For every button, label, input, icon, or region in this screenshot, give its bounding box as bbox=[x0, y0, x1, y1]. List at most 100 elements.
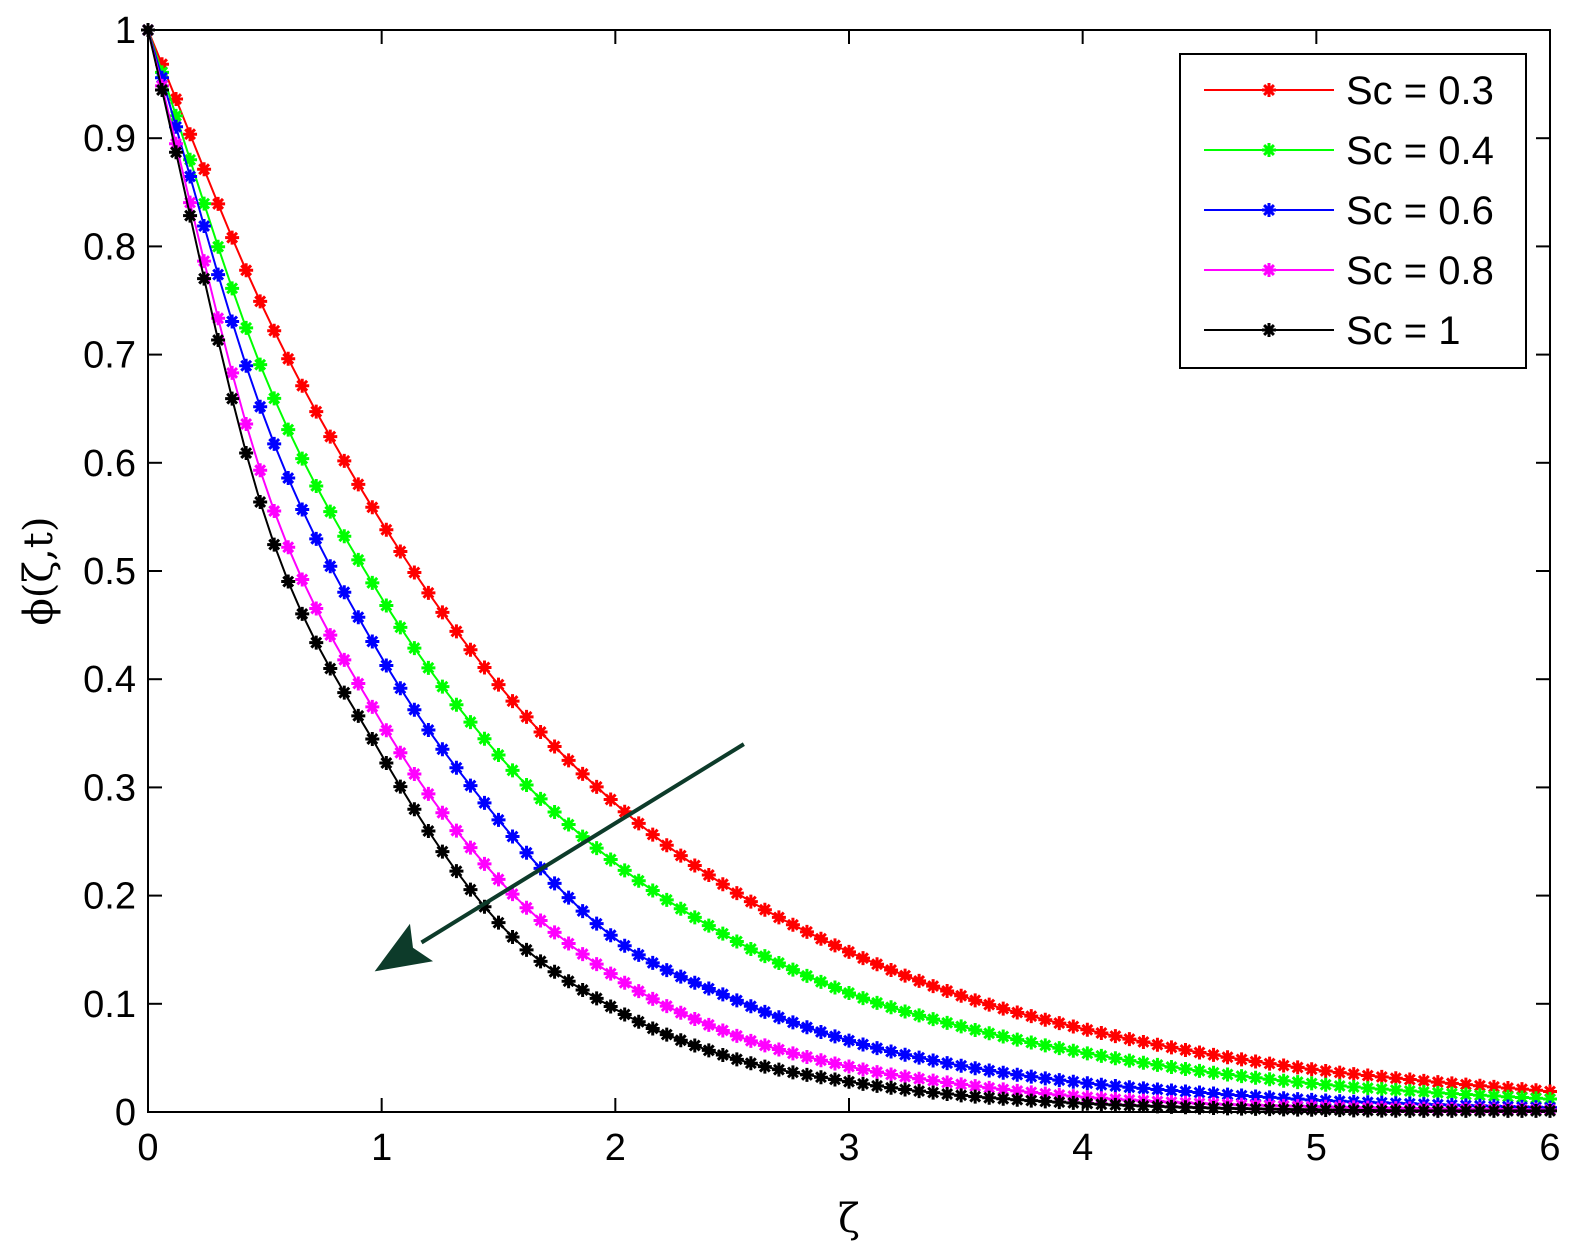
series-1-point-92 bbox=[1430, 1085, 1445, 1100]
series-2-point-64 bbox=[1038, 1071, 1053, 1086]
series-2-point-39 bbox=[687, 975, 702, 990]
series-4-point-83 bbox=[1304, 1102, 1319, 1117]
series-4-point-99 bbox=[1528, 1103, 1543, 1118]
series-4-point-74 bbox=[1178, 1100, 1193, 1115]
series-0-point-13 bbox=[323, 429, 338, 444]
series-0-point-10 bbox=[281, 351, 296, 366]
series-0-point-41 bbox=[715, 877, 730, 892]
series-1-point-95 bbox=[1472, 1088, 1487, 1103]
series-2-point-8 bbox=[253, 399, 268, 414]
series-3-point-61 bbox=[996, 1082, 1011, 1097]
legend-items: Sc = 0.3 Sc = 0.4 Sc = 0.6 Sc = 0.8 Sc = 1 bbox=[1204, 69, 1494, 353]
series-3-point-13 bbox=[323, 628, 338, 643]
series-2-point-18 bbox=[393, 681, 408, 696]
legend-item-2: Sc = 0.6 bbox=[1204, 189, 1494, 233]
series-4-point-54 bbox=[898, 1082, 913, 1097]
series-2-point-4 bbox=[197, 219, 212, 234]
series-4-point-82 bbox=[1290, 1102, 1305, 1117]
series-3-point-62 bbox=[1010, 1083, 1025, 1098]
series-4-point-27 bbox=[519, 942, 534, 957]
series-3-point-28 bbox=[533, 913, 548, 928]
y-tick-label-1: 0.1 bbox=[83, 984, 136, 1026]
series-2-point-51 bbox=[856, 1037, 871, 1052]
series-2-point-22 bbox=[449, 760, 464, 775]
series-4-point-90 bbox=[1402, 1103, 1417, 1118]
series-1-point-45 bbox=[771, 956, 786, 971]
series-3-point-57 bbox=[940, 1075, 955, 1090]
series-2-point-52 bbox=[870, 1041, 885, 1056]
series-1-point-12 bbox=[309, 478, 324, 493]
series-4-point-32 bbox=[589, 991, 604, 1006]
series-0-point-51 bbox=[856, 951, 871, 966]
series-1-point-23 bbox=[463, 715, 478, 730]
series-0-point-56 bbox=[926, 979, 941, 994]
series-1-point-2 bbox=[169, 108, 184, 123]
series-2-point-23 bbox=[463, 778, 478, 793]
series-4-point-57 bbox=[940, 1086, 955, 1101]
series-0-point-88 bbox=[1374, 1069, 1389, 1084]
series-0-point-8 bbox=[253, 294, 268, 309]
series-1-point-93 bbox=[1444, 1086, 1459, 1101]
series-0-point-55 bbox=[912, 973, 927, 988]
series-0-point-73 bbox=[1164, 1040, 1179, 1055]
series-3-point-26 bbox=[505, 887, 520, 902]
series-4-point-30 bbox=[561, 974, 576, 989]
series-1-point-47 bbox=[799, 968, 814, 983]
series-1-point-57 bbox=[940, 1015, 955, 1030]
series-2-point-6 bbox=[225, 314, 240, 329]
series-2-point-11 bbox=[295, 502, 310, 517]
series-3-point-25 bbox=[491, 872, 506, 887]
series-4-point-10 bbox=[281, 574, 296, 589]
legend-label-3: Sc = 0.8 bbox=[1346, 249, 1494, 293]
series-4-point-45 bbox=[771, 1062, 786, 1077]
series-3-point-9 bbox=[267, 504, 282, 519]
legend-marker-2 bbox=[1262, 203, 1276, 217]
series-4-point-35 bbox=[631, 1014, 646, 1029]
series-2-point-56 bbox=[926, 1053, 941, 1068]
x-tick-label-3: 3 bbox=[838, 1127, 859, 1169]
series-2-point-14 bbox=[337, 585, 352, 600]
series-1-point-18 bbox=[393, 620, 408, 635]
series-1-point-14 bbox=[337, 529, 352, 544]
series-4-point-20 bbox=[421, 823, 436, 838]
series-0-point-65 bbox=[1052, 1016, 1067, 1031]
series-4-point-93 bbox=[1444, 1103, 1459, 1118]
series-0-point-9 bbox=[267, 323, 282, 338]
series-4-point-13 bbox=[323, 661, 338, 676]
series-0-point-82 bbox=[1290, 1060, 1305, 1075]
series-2-point-41 bbox=[715, 987, 730, 1002]
series-2-point-53 bbox=[884, 1044, 899, 1059]
series-0-point-20 bbox=[421, 585, 436, 600]
y-tick-label-8: 0.8 bbox=[83, 226, 136, 268]
series-4-point-76 bbox=[1206, 1101, 1221, 1116]
series-1-point-97 bbox=[1500, 1089, 1515, 1104]
series-0-point-97 bbox=[1500, 1081, 1515, 1096]
series-1-point-29 bbox=[547, 804, 562, 819]
legend-label-1: Sc = 0.4 bbox=[1346, 129, 1494, 173]
series-0-point-24 bbox=[477, 660, 492, 675]
series-0-point-49 bbox=[827, 938, 842, 953]
series-4-point-79 bbox=[1248, 1101, 1263, 1116]
series-0-point-84 bbox=[1318, 1063, 1333, 1078]
series-4-point-0 bbox=[141, 23, 155, 37]
series-1-point-3 bbox=[183, 152, 198, 167]
series-2-point-69 bbox=[1108, 1079, 1123, 1094]
series-3-point-51 bbox=[856, 1062, 871, 1077]
series-1-point-36 bbox=[645, 883, 660, 898]
series-1-point-74 bbox=[1178, 1061, 1193, 1076]
series-2-point-66 bbox=[1066, 1074, 1081, 1089]
series-2-point-78 bbox=[1234, 1088, 1249, 1103]
series-4-point-71 bbox=[1136, 1098, 1151, 1113]
series-3-point-50 bbox=[842, 1059, 856, 1074]
series-1-point-39 bbox=[687, 910, 702, 925]
series-3-point-49 bbox=[827, 1056, 842, 1071]
series-0-point-21 bbox=[435, 605, 450, 620]
series-3-point-54 bbox=[898, 1069, 913, 1084]
series-3-point-34 bbox=[617, 975, 632, 990]
series-1-point-84 bbox=[1318, 1077, 1333, 1092]
series-0-point-63 bbox=[1024, 1009, 1039, 1024]
series-1-point-87 bbox=[1360, 1081, 1375, 1096]
series-2-point-77 bbox=[1220, 1087, 1235, 1102]
series-2-point-31 bbox=[575, 904, 590, 919]
series-4-point-58 bbox=[954, 1088, 969, 1103]
